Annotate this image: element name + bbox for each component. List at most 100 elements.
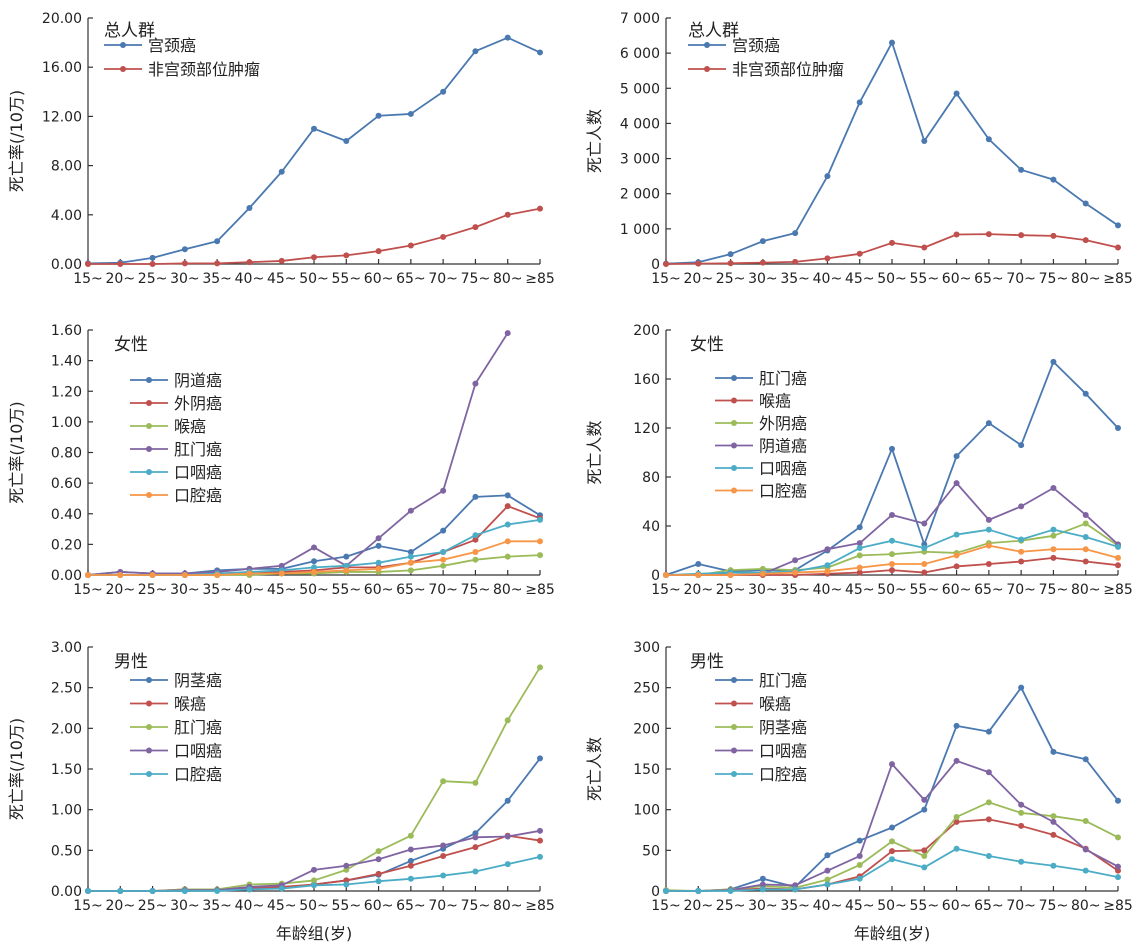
data-point [856, 524, 863, 531]
data-point [985, 816, 992, 823]
x-tick-label: 70~ [428, 898, 458, 914]
data-point [921, 244, 928, 251]
x-tick-label: 20~ [684, 271, 714, 287]
x-tick-label: ≥85 [1103, 898, 1133, 914]
y-axis-label: 死亡人数 [585, 420, 604, 484]
data-point [889, 239, 895, 246]
data-point [1050, 485, 1057, 492]
data-point [149, 254, 156, 261]
data-point [440, 487, 447, 494]
chart-panel-5: 0.00 0.50 1.00 1.50 2.00 2.50 3.00 15~ 20~ 25~ 30~… [7, 640, 555, 943]
y-tick-label: 16.00 [42, 60, 82, 76]
data-point [985, 516, 992, 523]
legend-entry: 肛门癌 [715, 671, 807, 690]
data-point [792, 557, 799, 564]
legend-entry: 肛门癌 [130, 440, 222, 459]
series-6 [85, 538, 543, 578]
data-point [278, 562, 285, 569]
data-point [1115, 797, 1121, 804]
legend-label: 口咽癌 [174, 742, 222, 761]
data-point [440, 778, 447, 785]
x-tick-label: 25~ [138, 582, 168, 598]
x-tick-label: 40~ [235, 898, 265, 914]
data-point [149, 888, 156, 894]
data-point [856, 99, 863, 106]
legend-entry: 阴道癌 [715, 437, 807, 456]
y-tick-label: 20.00 [42, 11, 82, 27]
legend-entry: 喉癌 [715, 392, 791, 411]
x-tick-label: 75~ [1039, 582, 1069, 598]
y-tick-label: 0.40 [51, 507, 82, 523]
x-tick-label: 65~ [396, 582, 426, 598]
data-point [407, 875, 414, 882]
x-tick-label: ≥85 [525, 271, 555, 287]
legend-entry: 非宫颈部位肿瘤 [104, 60, 260, 79]
x-tick-label: 70~ [1006, 898, 1036, 914]
x-tick-label: ≥85 [1103, 582, 1133, 598]
data-point [889, 838, 895, 845]
panel-title: 男性 [114, 652, 148, 672]
y-tick-label: 0.80 [51, 446, 82, 462]
x-tick-label: 50~ [877, 271, 907, 287]
legend-entry: 宫颈癌 [104, 36, 196, 55]
y-tick-label: 0.50 [51, 843, 82, 859]
data-point [889, 824, 895, 831]
panel-title: 总人群 [688, 21, 739, 41]
data-point [856, 837, 863, 844]
data-point [985, 420, 992, 427]
data-point [311, 558, 317, 565]
legend-entry: 口咽癌 [715, 459, 807, 478]
x-tick-label: 15~ [651, 898, 681, 914]
data-point [1115, 863, 1121, 870]
data-point [727, 260, 734, 267]
x-tick-label: 75~ [461, 582, 491, 598]
data-point [117, 572, 124, 578]
x-tick-label: 45~ [267, 271, 297, 287]
data-point [311, 254, 317, 261]
legend-marker [146, 724, 152, 730]
data-point [214, 572, 221, 578]
series-1 [663, 684, 1121, 894]
x-tick-label: 65~ [396, 898, 426, 914]
y-axis-label: 死亡率(/10万) [7, 401, 26, 503]
x-tick-label: 35~ [202, 582, 232, 598]
data-point [727, 251, 734, 258]
data-point [856, 853, 863, 860]
y-tick-label: 1.00 [51, 803, 82, 819]
data-point [1082, 558, 1089, 565]
legend-label: 肛门癌 [759, 369, 807, 388]
x-tick-label: 45~ [267, 582, 297, 598]
series-5 [85, 853, 543, 894]
data-point [537, 516, 543, 523]
y-tick-label: 1.40 [51, 354, 82, 370]
data-point [889, 511, 895, 518]
data-point [311, 544, 317, 551]
y-tick-label: 3.00 [51, 640, 82, 656]
x-tick-label: 20~ [684, 898, 714, 914]
legend-marker [731, 747, 737, 754]
x-tick-label: 50~ [877, 582, 907, 598]
data-point [792, 886, 799, 893]
y-tick-label: 0.00 [51, 884, 82, 900]
data-point [440, 562, 447, 569]
legend-marker [146, 377, 152, 383]
legend-marker [731, 442, 737, 449]
data-point [375, 565, 382, 572]
y-tick-label: 0.00 [51, 568, 82, 584]
legend-entry: 口腔癌 [130, 486, 222, 505]
legend-entry: 肛门癌 [715, 369, 807, 388]
series-line [88, 666, 541, 892]
data-point [504, 521, 511, 528]
data-point [440, 88, 447, 95]
data-point [504, 833, 511, 840]
data-point [343, 881, 350, 888]
data-point [472, 536, 479, 543]
data-point [407, 549, 414, 556]
data-point [985, 231, 992, 238]
data-point [921, 569, 928, 576]
data-point [921, 847, 928, 854]
legend-entry: 喉癌 [130, 695, 206, 714]
y-tick-label: 200 [633, 323, 660, 339]
